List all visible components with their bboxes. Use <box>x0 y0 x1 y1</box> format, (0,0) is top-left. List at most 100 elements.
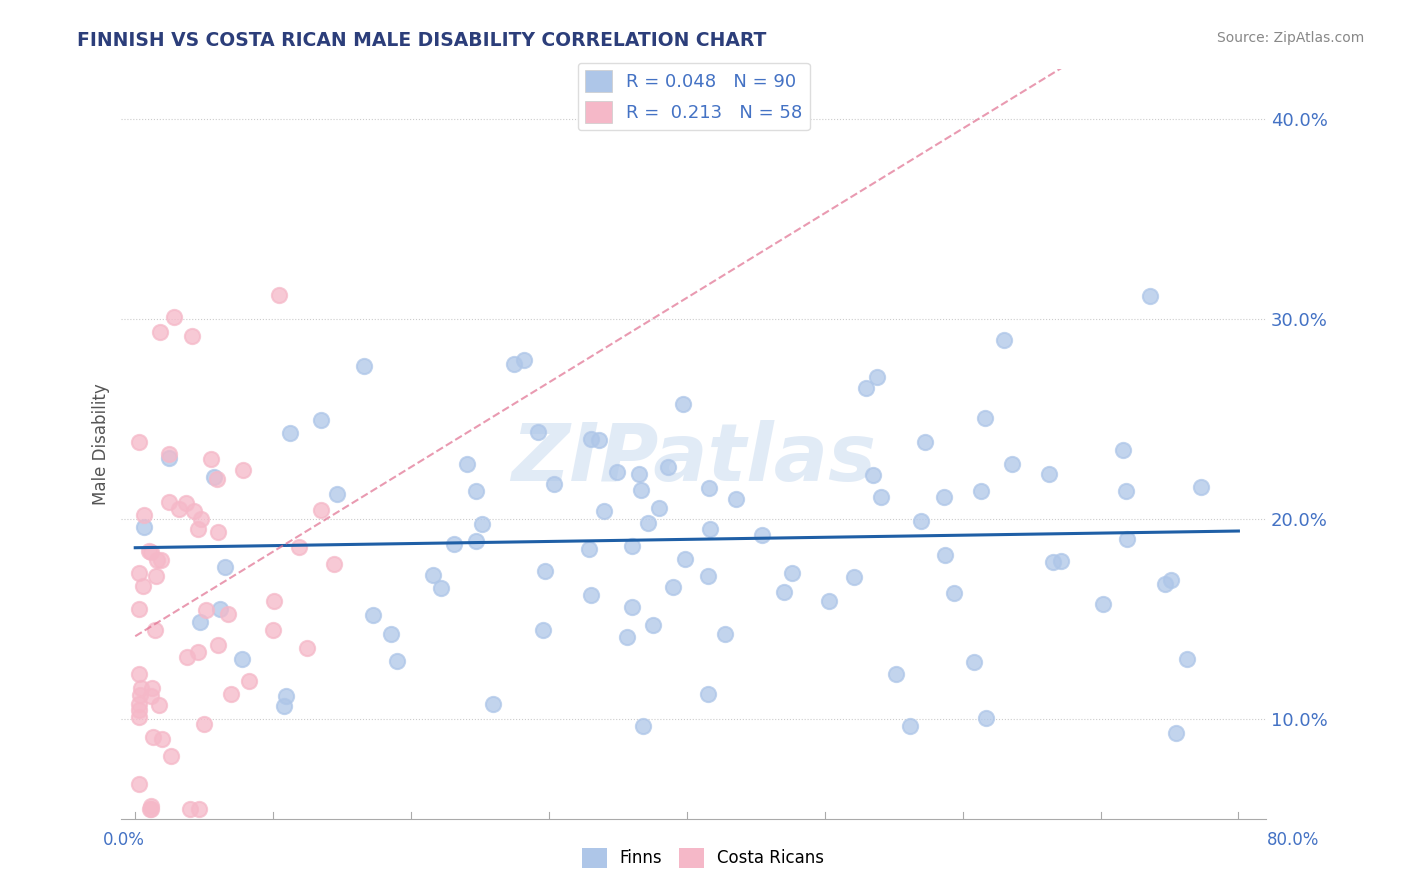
Point <box>262 624 284 638</box>
Point <box>662 580 685 594</box>
Point <box>179 802 201 816</box>
Point <box>1160 573 1182 587</box>
Point <box>430 581 453 595</box>
Point <box>866 369 889 384</box>
Point <box>1175 652 1198 666</box>
Point <box>128 688 150 702</box>
Point <box>1038 467 1060 481</box>
Point <box>142 730 165 744</box>
Point <box>910 514 932 528</box>
Legend: R = 0.048   N = 90, R =  0.213   N = 58: R = 0.048 N = 90, R = 0.213 N = 58 <box>578 62 810 130</box>
Point <box>311 413 333 427</box>
Text: ZIPatlas: ZIPatlas <box>512 420 876 498</box>
Point <box>187 522 209 536</box>
Point <box>818 593 841 607</box>
Point <box>672 397 695 411</box>
Point <box>380 627 402 641</box>
Point <box>465 534 488 549</box>
Point <box>326 487 349 501</box>
Point <box>633 719 655 733</box>
Point <box>209 601 232 615</box>
Point <box>993 333 1015 347</box>
Point <box>190 511 212 525</box>
Point <box>288 540 311 554</box>
Point <box>1042 555 1064 569</box>
Point <box>697 481 720 495</box>
Point <box>578 541 600 556</box>
Point <box>138 544 160 558</box>
Point <box>150 731 173 746</box>
Point <box>157 450 180 465</box>
Point <box>180 328 202 343</box>
Point <box>193 717 215 731</box>
Point <box>231 652 253 666</box>
Point <box>129 681 152 696</box>
Point <box>128 602 150 616</box>
Point <box>842 569 865 583</box>
Point <box>1115 532 1137 546</box>
Point <box>128 566 150 581</box>
Point <box>200 452 222 467</box>
Point <box>205 472 228 486</box>
Point <box>202 470 225 484</box>
Point <box>465 484 488 499</box>
Point <box>139 802 162 816</box>
Point <box>934 490 956 504</box>
Point <box>163 310 186 324</box>
Point <box>714 627 737 641</box>
Point <box>322 557 344 571</box>
Point <box>188 615 211 629</box>
Point <box>214 560 236 574</box>
Point <box>361 607 384 622</box>
Point <box>146 553 169 567</box>
Point <box>217 607 239 622</box>
Point <box>276 689 298 703</box>
Point <box>699 523 721 537</box>
Point <box>143 624 166 638</box>
Point <box>772 585 794 599</box>
Point <box>157 494 180 508</box>
Point <box>581 588 603 602</box>
Point <box>194 603 217 617</box>
Point <box>128 697 150 711</box>
Point <box>724 492 747 507</box>
Point <box>543 477 565 491</box>
Point <box>973 411 995 425</box>
Point <box>621 600 644 615</box>
Point <box>482 697 505 711</box>
Point <box>606 465 628 479</box>
Point <box>132 579 155 593</box>
Point <box>1139 289 1161 303</box>
Point <box>456 457 478 471</box>
Text: 80.0%: 80.0% <box>1267 831 1319 849</box>
Point <box>943 586 966 600</box>
Point <box>422 567 444 582</box>
Point <box>976 711 998 725</box>
Point <box>643 618 665 632</box>
Point <box>149 553 172 567</box>
Point <box>503 357 526 371</box>
Point <box>132 520 155 534</box>
Point <box>1049 554 1071 568</box>
Point <box>238 674 260 689</box>
Point <box>278 425 301 440</box>
Text: Source: ZipAtlas.com: Source: ZipAtlas.com <box>1216 31 1364 45</box>
Point <box>1166 726 1188 740</box>
Point <box>148 698 170 713</box>
Point <box>620 539 643 553</box>
Point <box>751 528 773 542</box>
Point <box>862 468 884 483</box>
Point <box>628 467 651 481</box>
Point <box>183 504 205 518</box>
Point <box>697 569 720 583</box>
Point <box>1091 597 1114 611</box>
Point <box>231 463 253 477</box>
Point <box>673 552 696 566</box>
Point <box>588 434 610 448</box>
Y-axis label: Male Disability: Male Disability <box>93 383 110 505</box>
Point <box>176 496 198 510</box>
Text: 0.0%: 0.0% <box>103 831 145 849</box>
Point <box>1001 457 1024 471</box>
Point <box>134 508 156 522</box>
Point <box>128 776 150 790</box>
